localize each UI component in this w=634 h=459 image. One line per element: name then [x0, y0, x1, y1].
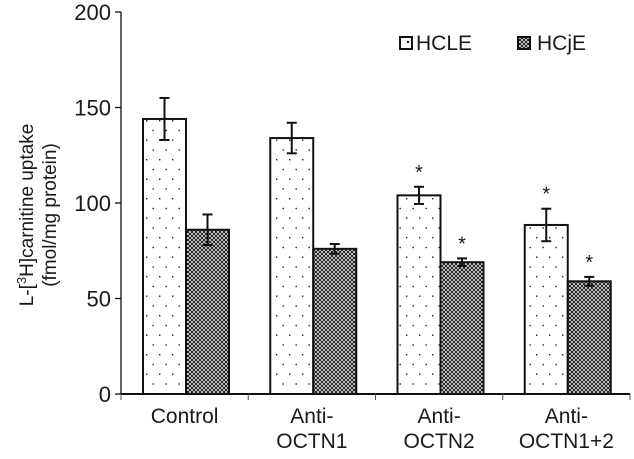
legend-swatch-hcle: [399, 36, 413, 50]
x-category-label: Anti-: [418, 405, 461, 428]
legend-item-hcje: HCjE: [517, 32, 586, 55]
legend-swatch-hcje: [517, 36, 531, 50]
y-tick-label: 50: [87, 287, 111, 312]
x-category-label: OCTN2: [404, 430, 475, 453]
significance-star: *: [542, 184, 550, 206]
significance-star: *: [458, 233, 466, 255]
significance-markers: * * * *: [415, 162, 593, 274]
bar-hcle: [142, 117, 187, 396]
bar-hcle: [396, 194, 442, 395]
x-category-label: Control: [151, 405, 219, 428]
bars: [142, 117, 612, 396]
significance-star: *: [415, 162, 423, 184]
bar-hcje: [566, 280, 612, 395]
y-tick-label: 150: [74, 96, 111, 121]
y-tick-label: 0: [99, 382, 111, 407]
legend-label-hcje: HCjE: [537, 32, 586, 55]
bar-hcle: [269, 137, 315, 395]
bar-hcje: [185, 228, 230, 395]
y-axis-label-prefix: L-[: [17, 283, 38, 306]
x-category-label: Anti-: [545, 405, 588, 428]
y-axis-label-suffix: H]carnitine uptake: [17, 124, 38, 277]
error-bars: [159, 96, 595, 287]
bar-hcje: [439, 261, 485, 395]
x-category-label: OCTN1: [276, 430, 347, 453]
legend: HCLE HCjE: [399, 32, 586, 55]
y-axis: 0 50 100 150 200: [74, 0, 122, 407]
y-tick-label: 100: [74, 191, 111, 216]
bar-hcje: [312, 247, 358, 395]
y-tick-label: 200: [74, 0, 111, 25]
significance-star: *: [585, 252, 593, 274]
legend-swatch-hcle-dot: [407, 41, 409, 43]
legend-item-hcle: HCLE: [399, 32, 472, 55]
y-axis-label: L-[3H]carnitine uptake: [14, 124, 38, 307]
y-axis-label-sup: 3: [14, 277, 29, 284]
x-category-label: Anti-: [290, 405, 333, 428]
legend-label-hcle: HCLE: [416, 32, 472, 55]
bar-hcle: [523, 223, 569, 395]
x-category-label: OCTN1+2: [519, 430, 614, 453]
y-axis-label-line2: (fmol/mg protein): [40, 143, 61, 287]
